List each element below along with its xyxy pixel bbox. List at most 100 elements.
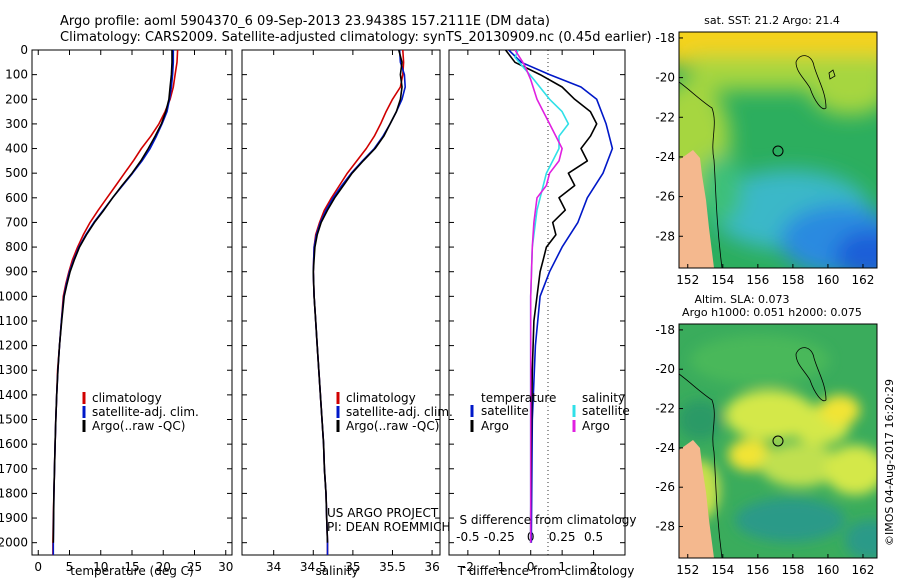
- map-x-tick-label: 160: [816, 563, 839, 577]
- project-annotation-line1: US ARGO PROJECT: [327, 506, 439, 520]
- map-x-tick-label: 152: [676, 563, 699, 577]
- series-line-argo-raw-qc-: [312, 50, 403, 543]
- sst-map-image: [679, 32, 877, 268]
- series-line-argo-raw-qc-: [52, 50, 173, 543]
- legend-title-salinity: salinity: [582, 391, 625, 405]
- difference-panel-frame: [448, 49, 626, 556]
- map-x-tick-label: 160: [816, 273, 839, 287]
- difference-xlabel: T difference from climatology: [457, 564, 635, 578]
- y-tick-label: 700: [5, 215, 28, 229]
- y-tick-label: 1800: [0, 486, 28, 500]
- map-y-tick-label: -22: [655, 402, 675, 416]
- y-tick-label: 1300: [0, 363, 28, 377]
- float-location-marker: [772, 145, 784, 157]
- salinity-xlabel: salinity: [315, 564, 358, 578]
- legend-label-climatology: climatology: [92, 391, 162, 405]
- difference-legend: temperature satellite Argo salinity sate…: [470, 391, 630, 433]
- y-tick-label: 1600: [0, 437, 28, 451]
- legend-title-temperature: temperature: [481, 391, 556, 405]
- x-tick-label: 20: [156, 560, 171, 574]
- y-tick-label: 1500: [0, 413, 28, 427]
- y-tick-label: 900: [5, 265, 28, 279]
- difference-plot-area: [504, 50, 614, 555]
- s-tick-label: -0.25: [484, 530, 515, 544]
- difference-axes: -2 -1 0 1 2-0.5 -0.25 0 0.25 0.5: [449, 49, 625, 574]
- y-tick-label: 300: [5, 117, 28, 131]
- y-tick-label: 800: [5, 240, 28, 254]
- map-y-tick-label: -24: [655, 150, 675, 164]
- x-tick-label: 34: [266, 560, 281, 574]
- map-y-tick-label: -22: [655, 110, 675, 124]
- x-tick-label: 0: [527, 560, 535, 574]
- legend-label-argo: Argo(..raw -QC): [92, 419, 185, 433]
- y-tick-label: 1900: [0, 511, 28, 525]
- map-x-tick-label: 158: [781, 273, 804, 287]
- s-tick-label: 0.5: [584, 530, 603, 544]
- x-tick-label: 1: [558, 560, 566, 574]
- salinity-panel-frame: [241, 49, 441, 556]
- x-tick-label: 34.5: [300, 560, 327, 574]
- map-y-tick-label: -28: [655, 229, 675, 243]
- x-tick-label: 35: [345, 560, 360, 574]
- map-x-tick-label: 154: [711, 563, 734, 577]
- y-tick-label: 1400: [0, 388, 28, 402]
- sst-map-axes: 152 154 156 158 160 162 -18 -20 -22 -24 -26 -28: [655, 31, 874, 287]
- series-line-climatology: [312, 50, 405, 555]
- shelf-contour: [679, 81, 723, 268]
- project-annotation-line2: PI: DEAN ROEMMICH: [327, 520, 450, 534]
- map-y-tick-label: -18: [655, 323, 675, 337]
- series-line-t-satellite: [508, 50, 614, 543]
- series-line-s-satellite: [514, 50, 570, 543]
- reef-contour: [795, 55, 827, 110]
- reef-contour-2: [828, 69, 836, 80]
- temperature-panel-frame: [31, 49, 233, 556]
- temperature-legend: climatology satellite-adj. clim. Argo(..…: [82, 391, 199, 433]
- difference-top-xlabel: S difference from climatology: [460, 513, 637, 527]
- legend-label-t-satellite: satellite: [481, 404, 529, 418]
- y-tick-label: 1100: [0, 314, 28, 328]
- series-line-satellite-adj-clim-: [52, 50, 175, 555]
- figure-title-line1: Argo profile: aoml 5904370_6 09-Sep-2013…: [60, 14, 550, 29]
- x-tick-label: -2: [462, 560, 474, 574]
- legend-label-climatology: climatology: [346, 391, 416, 405]
- y-tick-label: 100: [5, 68, 28, 82]
- coastline-land: [679, 150, 714, 268]
- legend-label-s-argo: Argo: [582, 419, 610, 433]
- y-tick-label: 200: [5, 92, 28, 106]
- map-y-tick-label: -18: [655, 31, 675, 45]
- y-tick-label: 1700: [0, 462, 28, 476]
- shelf-contour: [679, 373, 723, 558]
- x-tick-label: 35.5: [379, 560, 406, 574]
- map-y-tick-label: -20: [655, 71, 675, 85]
- y-tick-label: 400: [5, 142, 28, 156]
- series-line-t-argo: [504, 50, 598, 543]
- temperature-plot-area: [52, 50, 179, 555]
- map-y-tick-label: -26: [655, 480, 675, 494]
- map-x-tick-label: 156: [746, 273, 769, 287]
- salinity-legend: climatology satellite-adj. clim. Argo(..…: [336, 391, 453, 433]
- legend-label-satellite: satellite-adj. clim.: [92, 405, 199, 419]
- map-y-tick-label: -28: [655, 520, 675, 534]
- legend-label-satellite: satellite-adj. clim.: [346, 405, 453, 419]
- x-tick-label: 15: [124, 560, 139, 574]
- salinity-axes: 34 34.5 35 35.5 36: [242, 49, 440, 574]
- series-line-climatology: [52, 50, 179, 555]
- map-y-tick-label: -24: [655, 441, 675, 455]
- salinity-plot-area: [312, 50, 407, 555]
- map-x-tick-label: 162: [852, 563, 875, 577]
- map-x-tick-label: 156: [746, 563, 769, 577]
- sst-map-title: sat. SST: 21.2 Argo: 21.4: [704, 14, 840, 27]
- map-x-tick-label: 154: [711, 273, 734, 287]
- reef-contour: [795, 347, 827, 402]
- y-tick-label: 500: [5, 166, 28, 180]
- map-x-tick-label: 162: [852, 273, 875, 287]
- sla-map-frame: [678, 323, 878, 559]
- sla-map-title-line2: Argo h1000: 0.051 h2000: 0.075: [682, 306, 862, 319]
- x-tick-label: 0: [34, 560, 42, 574]
- sst-map-frame: [678, 31, 878, 269]
- map-x-tick-label: 158: [781, 563, 804, 577]
- map-y-tick-label: -20: [655, 362, 675, 376]
- y-tick-label: 600: [5, 191, 28, 205]
